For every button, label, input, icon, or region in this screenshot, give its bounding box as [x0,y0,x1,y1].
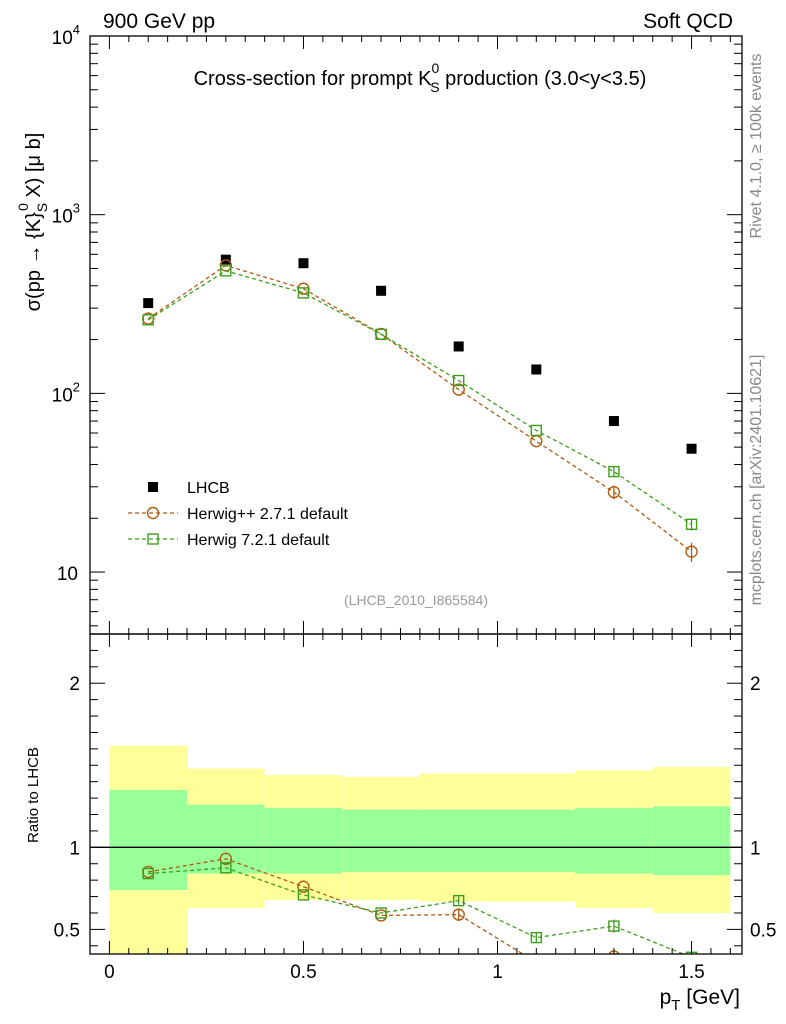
data-point [297,287,310,299]
data-point [452,894,465,907]
inner-band-bin [652,806,731,876]
data-point [531,957,542,968]
inner-band-bin [342,809,420,872]
data-point [220,862,232,874]
data-point [220,265,232,277]
data-point [608,465,620,478]
ratio-series-layer [142,852,698,968]
ratio-y-tick-label: 0.5 [54,920,80,941]
plot-title: Cross-section for prompt K0 S production … [194,60,647,95]
data-point [686,443,697,454]
panel-frame [89,633,743,955]
data-point [608,416,619,427]
data-point [452,383,465,396]
y-tick-label: 104 [52,22,80,49]
data-point [530,931,543,944]
ratio-y-axis-label: Ratio to LHCB [25,747,42,843]
series-line [147,270,692,525]
series-line [147,264,692,553]
inner-band-bin [419,809,498,872]
inner-band-bin [575,807,653,874]
x-tick-label: 1.5 [678,962,704,983]
legend-label: Herwig 7.2.1 default [187,532,330,549]
main-series-layer [142,254,698,562]
data-point [531,364,542,375]
data-point [297,889,310,901]
data-point [142,867,154,880]
legend: LHCB Herwig++ 2.7.1 default Herwig 7.2.1 d… [128,480,349,549]
y-tick-label: 10 [57,564,78,585]
x-axis-label: pT [GeV] [660,986,740,1014]
legend-entry: LHCB [148,480,230,497]
data-point [530,424,543,437]
data-point [143,298,154,309]
y-tick-label: 103 [52,201,80,228]
data-point [452,908,465,921]
legend-entry: Herwig++ 2.7.1 default [128,506,349,523]
data-point [453,341,464,352]
process-label: Soft QCD [643,10,733,33]
data-point [607,485,621,499]
main-series-lhcb [143,254,697,454]
data-point [375,328,387,341]
legend-marker [147,533,159,545]
mcplots-credit-label: mcplots.cern.ch [arXiv:2401.10621] [748,355,765,606]
y-tick-label: 102 [52,379,80,406]
legend-marker [146,506,160,520]
ratio-uncertainty-bands [109,745,731,954]
data-point [219,852,233,866]
legend-entry: Herwig 7.2.1 default [128,532,330,549]
inner-band-bin [187,804,265,874]
data-point [530,434,543,448]
collision-label: 900 GeV pp [103,10,215,33]
rivet-version-label: Rivet 4.1.0, ≥ 100k events [748,54,765,239]
legend-label: LHCB [187,480,230,497]
inner-band-bin [109,789,188,890]
inner-band-bin [497,809,576,872]
main-y-axis-label: σ(pp → {K}S0 X) [μ b] [15,133,50,312]
analysis-id-label: (LHCB_2010_I865584) [344,592,488,608]
main-series-herwig-7-2-1-default [142,265,698,531]
data-point [375,907,387,919]
ratio-y-tick-label-right: 2 [750,674,761,695]
series-line [148,867,686,954]
legend-label: Herwig++ 2.7.1 default [187,506,349,523]
data-point [608,920,620,932]
data-point [452,374,465,387]
x-tick-label: 0 [104,962,115,983]
ratio-y-tick-label-right: 1 [750,838,761,859]
x-tick-label: 1 [492,962,503,983]
data-point [142,314,154,326]
data-point [297,880,310,893]
series-line [148,858,525,954]
ratio-y-tick-label-right: 0.5 [750,920,776,941]
x-tick-label: 0.5 [290,962,316,983]
data-point [298,258,309,269]
data-point [685,545,698,558]
data-point [376,285,387,296]
legend-marker [148,482,158,492]
ratio-y-tick-label: 1 [69,838,80,859]
data-point [685,518,698,530]
ratio-series-herwig-7-2-1-default [142,862,698,954]
inner-band-bin [264,807,343,874]
ratio-y-tick-label: 2 [69,674,80,695]
